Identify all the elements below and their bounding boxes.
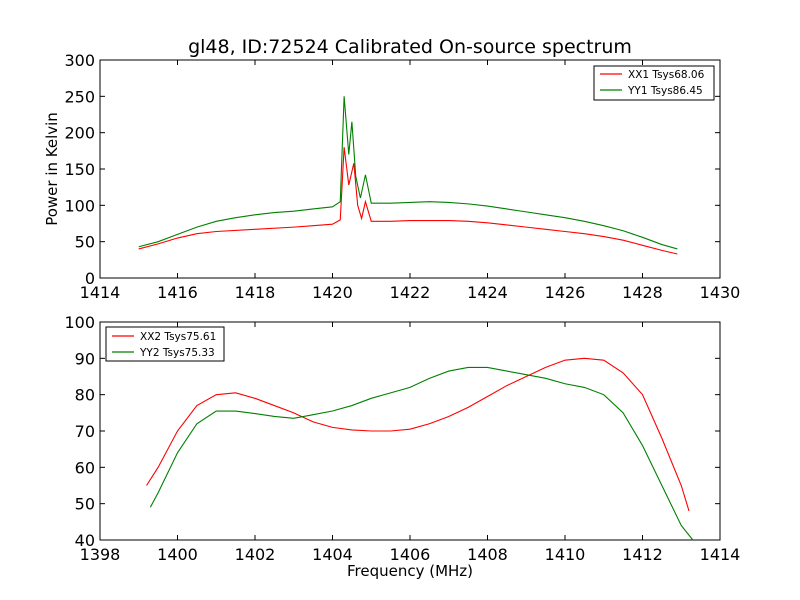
bottom-x-tick-label: 1404	[312, 545, 353, 564]
top-x-tick-label: 1430	[700, 283, 741, 302]
bottom-y-tick-label: 80	[75, 386, 95, 405]
bottom-x-tick-label: 1414	[700, 545, 741, 564]
bottom-legend-label-1: XX2 Tsys75.61	[140, 331, 216, 343]
top-x-tick-label: 1428	[622, 283, 663, 302]
top-legend-box	[593, 65, 715, 101]
top-series-line-2	[138, 96, 678, 250]
top-y-tick-label: 100	[64, 196, 95, 215]
top-legend-label-1: XX1 Tsys68.06	[628, 69, 705, 81]
top-y-tick-label: 250	[64, 87, 95, 106]
bottom-legend: XX2 Tsys75.61 YY2 Tsys75.33	[105, 326, 225, 362]
bottom-x-axis-label: Frequency (MHz)	[347, 562, 473, 580]
bottom-x-tick-label: 1402	[235, 545, 276, 564]
top-series-group	[138, 96, 678, 255]
top-x-tick-label: 1422	[390, 283, 431, 302]
top-panel: 1414 1416 1418 1420 1422 1424 1426 1428 1430 0 50 1…	[43, 51, 740, 302]
top-y-tick-label: 0	[85, 269, 95, 288]
bottom-x-tick-label: 1412	[622, 545, 663, 564]
top-ticks: 1414 1416 1418 1420 1422 1424 1426 1428 1430 0 50 1…	[64, 51, 740, 302]
bottom-y-tick-label: 70	[75, 422, 95, 441]
bottom-legend-box	[105, 326, 225, 362]
bottom-y-tick-label: 90	[75, 349, 95, 368]
bottom-legend-label-2: YY2 Tsys75.33	[139, 347, 215, 359]
bottom-x-tick-label: 1398	[80, 545, 121, 564]
bottom-x-tick-label: 1410	[545, 545, 586, 564]
top-y-tick-label: 200	[64, 124, 95, 143]
top-legend-label-2: YY1 Tsys86.45	[627, 85, 703, 97]
top-y-axis-label: Power in Kelvin	[43, 112, 61, 226]
chart-title: gl48, ID:72524 Calibrated On-source spec…	[188, 36, 632, 58]
bottom-y-tick-label: 100	[64, 313, 95, 332]
bottom-x-tick-label: 1408	[467, 545, 508, 564]
bottom-ticks: 1398 1400 1402 1404 1406 1408 1410 1412 1414 40 50…	[64, 313, 740, 564]
top-x-tick-label: 1418	[235, 283, 276, 302]
bottom-x-tick-label: 1400	[157, 545, 198, 564]
bottom-y-tick-label: 60	[75, 458, 95, 477]
top-series-line-1	[138, 147, 678, 255]
bottom-x-tick-label: 1406	[390, 545, 431, 564]
top-x-tick-label: 1416	[157, 283, 198, 302]
bottom-series-line-1	[146, 357, 690, 512]
bottom-y-tick-label: 50	[75, 495, 95, 514]
top-x-tick-label: 1424	[467, 283, 508, 302]
bottom-series-group	[146, 357, 694, 541]
top-y-tick-label: 300	[64, 51, 95, 70]
top-y-tick-label: 50	[75, 233, 95, 252]
top-y-tick-label: 150	[64, 160, 95, 179]
top-x-tick-label: 1414	[80, 283, 121, 302]
bottom-panel: 1398 1400 1402 1404 1406 1408 1410 1412 1414 40 50…	[64, 313, 740, 580]
bottom-series-line-2	[149, 366, 694, 541]
top-legend: XX1 Tsys68.06 YY1 Tsys86.45	[593, 65, 715, 101]
top-x-tick-label: 1420	[312, 283, 353, 302]
top-x-tick-label: 1426	[545, 283, 586, 302]
bottom-y-tick-label: 40	[75, 531, 95, 550]
